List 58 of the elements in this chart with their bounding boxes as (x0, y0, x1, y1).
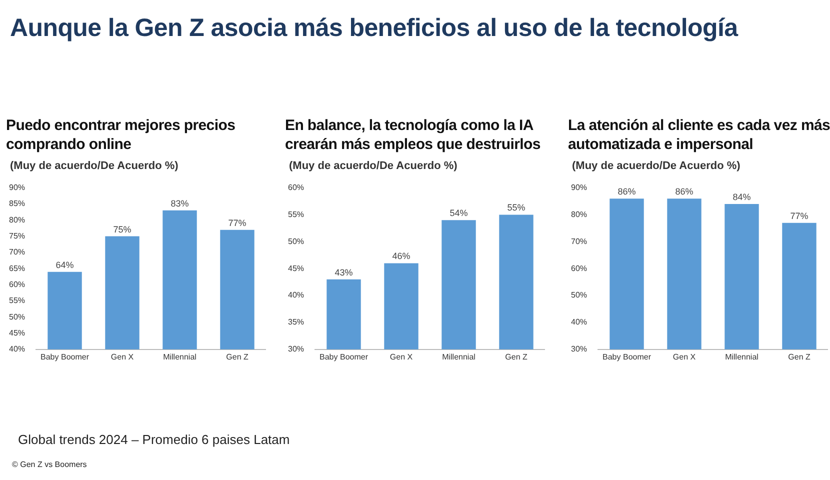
y-tick-label: 65% (8, 264, 26, 273)
y-tick-label: 30% (570, 344, 588, 354)
chart-subtitle: (Muy de acuerdo/De Acuerdo %) (10, 160, 180, 172)
text: © Gen Z vs Boomers (12, 460, 87, 469)
data-label: 43% (334, 267, 353, 278)
x-tick-label: Baby Boomer (40, 352, 90, 362)
data-label: 83% (170, 198, 189, 208)
x-tick-label: Baby Boomer (320, 352, 368, 362)
data-label: 54% (450, 208, 468, 218)
y-tick-label: 85% (8, 199, 26, 208)
x-tick-label: Gen X (672, 352, 696, 362)
y-tick-label: 60% (8, 280, 26, 289)
y-tick-label: 40% (570, 318, 588, 327)
y-tick-label: 70% (8, 248, 26, 257)
data-label: 46% (392, 251, 410, 262)
text: Global trends 2024 – Promedio 6 paises Latam (18, 432, 290, 447)
y-tick-label: 75% (8, 231, 26, 240)
y-tick-label: 40% (288, 290, 304, 300)
data-label: 86% (675, 186, 694, 197)
text: Aunque la Gen Z asocia más beneficios al uso de la tecnología (10, 14, 738, 43)
chart-subtitle: (Muy de acuerdo/De Acuerdo %) (572, 160, 742, 172)
data-label: 77% (228, 218, 246, 228)
x-tick-label: Gen Z (505, 352, 528, 362)
y-tick-label: 90% (570, 183, 588, 192)
chart-subtitle: (Muy de acuerdo/De Acuerdo %) (289, 160, 458, 172)
data-label: 84% (732, 192, 751, 202)
y-tick-label: 50% (288, 236, 304, 246)
chart-title: En balance, la tecnología como la IA crearán más empleos que destruirlos (285, 116, 542, 154)
y-tick-label: 40% (8, 344, 26, 354)
y-tick-label: 55% (288, 210, 304, 219)
y-tick-label: 80% (8, 215, 26, 224)
y-tick-label: 45% (288, 264, 304, 273)
data-label: 64% (56, 260, 74, 270)
data-label: 55% (507, 202, 526, 213)
data-label: 86% (618, 186, 636, 197)
y-tick-label: 35% (288, 318, 304, 327)
y-tick-label: 60% (288, 183, 304, 192)
x-tick-label: Millennial (163, 352, 197, 362)
x-tick-label: Gen Z (788, 352, 810, 362)
y-tick-label: 50% (8, 312, 26, 322)
y-tick-label: 55% (8, 296, 26, 306)
data-label: 75% (113, 224, 132, 234)
x-tick-label: Millennial (725, 352, 759, 362)
x-tick-label: Millennial (442, 352, 476, 362)
y-tick-label: 60% (570, 264, 588, 273)
x-tick-label: Gen X (110, 352, 134, 362)
y-tick-label: 80% (570, 210, 588, 219)
chart-title: La atención al cliente es cada vez más automatizada e impersonal (568, 116, 830, 154)
x-tick-label: Baby Boomer (602, 352, 652, 362)
y-tick-label: 50% (570, 290, 588, 300)
y-tick-label: 30% (288, 344, 304, 354)
y-tick-label: 70% (570, 236, 588, 246)
y-tick-label: 90% (8, 183, 26, 192)
x-tick-label: Gen X (390, 352, 414, 362)
x-tick-label: Gen Z (226, 352, 248, 362)
data-label: 77% (790, 210, 808, 221)
chart-title: Puedo encontrar mejores precios comprando online (6, 116, 236, 154)
y-tick-label: 45% (8, 328, 26, 338)
